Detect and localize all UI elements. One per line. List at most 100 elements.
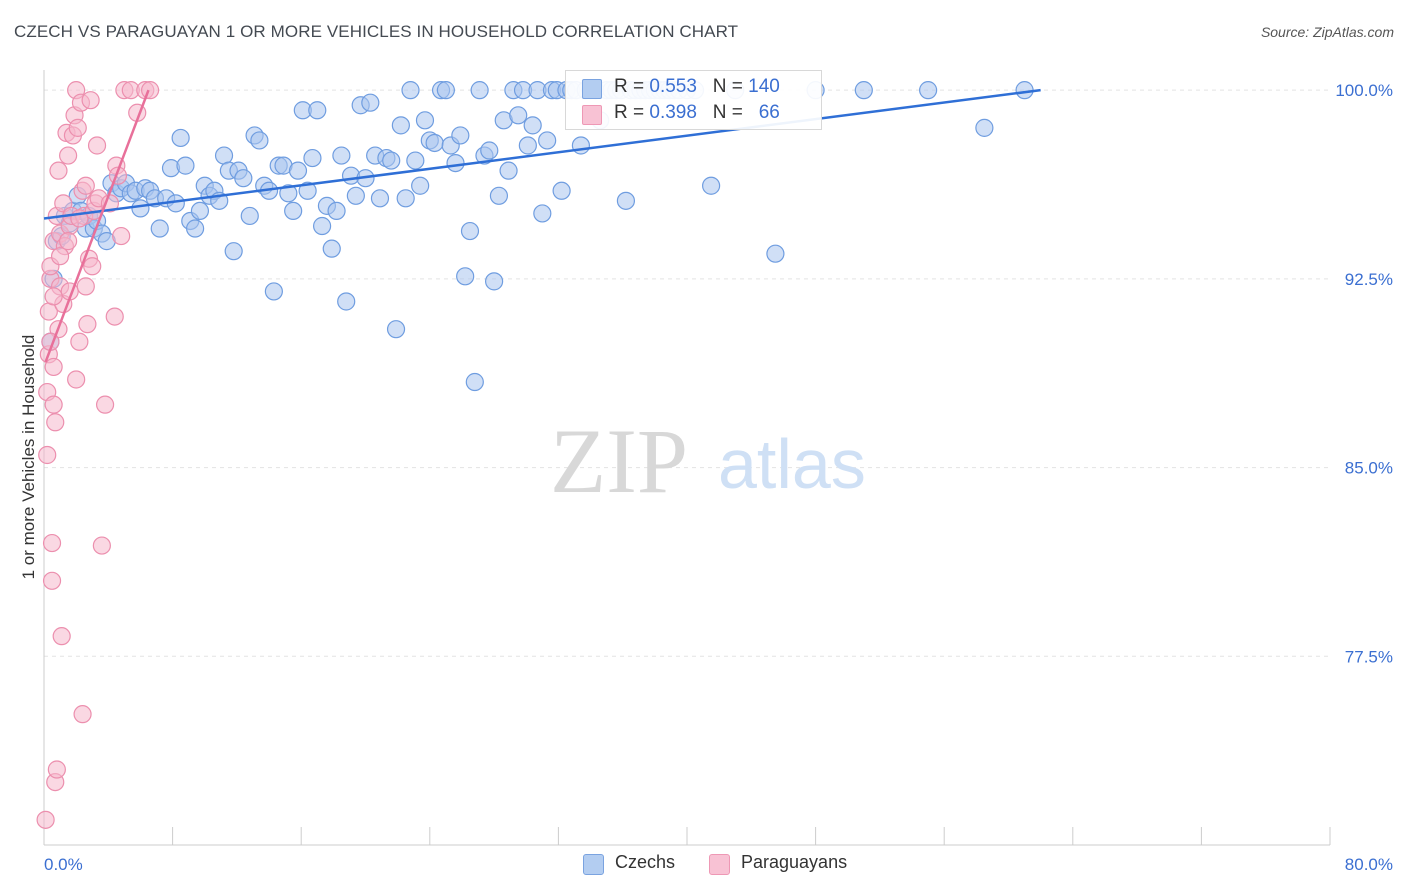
czech-point <box>571 136 591 155</box>
czech-point <box>131 199 150 218</box>
czech-point <box>279 184 298 203</box>
correlation-legend: R = 0.553 N = 140 R = 0.398 N = 66 <box>565 70 822 130</box>
czech-point <box>396 189 415 208</box>
legend-czech-n-value: 140 <box>748 76 780 97</box>
czech-point <box>533 204 552 223</box>
czech-point <box>436 81 455 100</box>
czech-point <box>150 219 169 238</box>
paraguayan-point <box>76 277 95 296</box>
czech-point <box>234 169 253 188</box>
paraguayan-point <box>105 307 124 326</box>
paraguayan-point <box>67 370 86 389</box>
czech-point <box>322 239 341 258</box>
czech-point <box>298 181 317 200</box>
czech-points <box>41 81 1034 392</box>
x-tick-label-max: 80.0% <box>1345 855 1393 874</box>
x-tick-label-min: 0.0% <box>44 855 83 874</box>
paraguayan-point <box>81 91 100 110</box>
czech-point <box>975 118 994 137</box>
czech-point <box>370 189 390 208</box>
czech-point <box>460 221 480 241</box>
source-label: Source: ZipAtlas.com <box>1260 24 1394 40</box>
czech-point <box>337 292 356 311</box>
paraguayan-point <box>50 247 70 266</box>
czech-point <box>382 151 401 170</box>
paraguayan-trend-line <box>44 89 150 363</box>
legend-czech-text: R = 0.553 N = 140 <box>614 76 780 98</box>
czech-point <box>499 161 518 180</box>
paraguayan-point <box>95 395 115 414</box>
czech-point <box>171 128 190 148</box>
czech-point <box>406 151 425 170</box>
paraguayan-points <box>36 81 160 829</box>
paraguayan-point <box>44 357 63 377</box>
paraguayan-point <box>59 232 78 251</box>
legend-czech-r-label: R = <box>614 76 645 97</box>
czech-point <box>386 320 406 339</box>
czech-point <box>327 201 346 221</box>
watermark: ZIP atlas <box>550 410 866 512</box>
czech-point <box>346 186 365 205</box>
chart-title: CZECH VS PARAGUAYAN 1 OR MORE VEHICLES I… <box>14 22 739 41</box>
y-tick-label: 100.0% <box>1335 81 1393 100</box>
paraguayan-point <box>87 136 107 155</box>
paraguayan-point <box>47 760 66 779</box>
paraguayan-point <box>42 533 62 553</box>
paraguayan-point <box>73 705 92 724</box>
czech-point <box>264 282 283 301</box>
czech-point <box>480 141 499 160</box>
watermark-zip: ZIP <box>550 410 688 512</box>
czech-point <box>425 133 444 153</box>
y-tick-label: 85.0% <box>1345 459 1393 478</box>
czech-trend-line <box>43 88 1041 220</box>
paraguayan-point <box>76 176 95 195</box>
czech-point <box>214 146 234 165</box>
axis-labels: 77.5% 85.0% 92.5% 100.0% 0.0% 80.0% 1 or more … <box>19 81 1393 874</box>
paraguayan-point <box>44 395 63 414</box>
paraguayan-point <box>140 81 160 100</box>
legend-para-r-value: 0.398 <box>649 102 697 123</box>
legend-para-n-label: N = <box>712 102 743 123</box>
legend-para-r-label: R = <box>614 102 645 123</box>
legend-para-n-value: 66 <box>758 102 780 123</box>
paraguayan-point <box>70 332 89 351</box>
paraguayan-point <box>44 287 63 306</box>
paraguayan-point <box>49 161 68 180</box>
paraguayan-swatch <box>582 105 602 125</box>
czech-point <box>391 116 410 135</box>
paraguayan-legend-swatch <box>709 854 730 875</box>
paraguayan-point <box>92 536 111 555</box>
czech-point <box>616 191 636 210</box>
czech-point <box>308 101 327 120</box>
paraguayan-point <box>42 571 62 590</box>
czech-point <box>489 186 509 205</box>
czech-point <box>284 201 303 221</box>
czech-point <box>303 148 322 168</box>
watermark-atlas: atlas <box>718 425 866 503</box>
paraguayan-point <box>112 226 131 246</box>
paraguayan-point <box>78 315 97 334</box>
czech-point <box>415 111 435 130</box>
czech-point <box>176 156 195 175</box>
czech-point <box>451 126 470 145</box>
trend-lines <box>43 88 1041 363</box>
czech-point <box>312 216 332 236</box>
czech-point <box>485 272 504 291</box>
czech-point <box>288 161 308 180</box>
bottom-legend-paraguayans-label: Paraguayans <box>741 852 848 872</box>
czech-point <box>186 219 205 238</box>
czech-point <box>411 176 430 195</box>
czech-point <box>332 146 351 165</box>
czech-point <box>552 181 571 200</box>
legend-para-text: R = 0.398 N = 66 <box>614 102 780 124</box>
y-tick-label: 92.5% <box>1345 270 1393 289</box>
bottom-legend-czechs-label: Czechs <box>615 852 676 872</box>
czech-point <box>190 201 210 221</box>
czech-point <box>518 136 537 155</box>
y-tick-label: 77.5% <box>1345 647 1393 666</box>
paraguayan-point <box>36 810 55 829</box>
y-axis-title: 1 or more Vehicles in Household <box>19 335 38 580</box>
czech-point <box>470 81 489 100</box>
czech-swatch <box>582 79 602 99</box>
